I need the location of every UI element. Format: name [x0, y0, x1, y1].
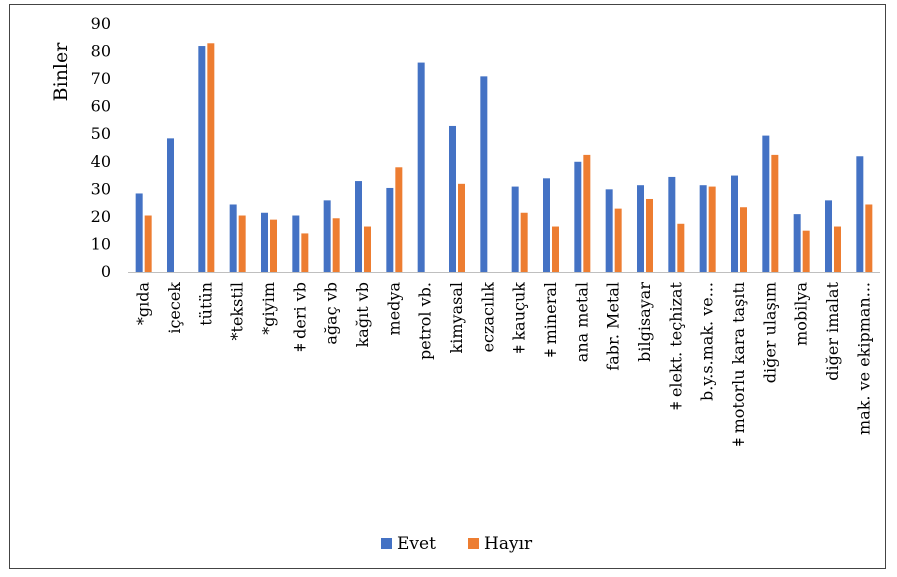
- x-tick-label: ǂ mineral: [541, 282, 560, 357]
- x-axis-labels: *gıda içecek tütün *tekstil *giyim ǂ deri vb a…: [134, 281, 874, 445]
- x-tick-label: içecek: [165, 282, 184, 334]
- bar-evet: [856, 156, 864, 272]
- bar-evet: [355, 181, 362, 272]
- bar-evet: [135, 193, 143, 272]
- y-tick-label: 60: [91, 97, 111, 116]
- bar-evet: [668, 176, 676, 272]
- bar-hayir: [270, 219, 277, 272]
- bar-evet: [731, 175, 738, 272]
- x-tick-label: diğer imalat: [823, 281, 842, 380]
- y-axis-ticks: 0 10 20 30 40 50 60 70 80 90: [91, 14, 111, 281]
- y-tick-label: 90: [91, 14, 111, 33]
- bar-hayir: [677, 223, 685, 272]
- x-tick-label: ǂ deri vb: [290, 282, 309, 351]
- bar-evet: [699, 185, 707, 272]
- x-tick-label: kağıt vb: [353, 282, 372, 347]
- y-tick-label: 40: [91, 152, 111, 171]
- x-tick-label: ǂ kauçuk: [510, 282, 529, 353]
- bar-hayir: [238, 215, 246, 272]
- x-tick-label: ǂ elekt. teçhizat: [666, 281, 685, 409]
- bar-evet: [825, 200, 832, 272]
- bar-evet: [511, 186, 519, 272]
- bar-evet: [417, 62, 425, 273]
- x-tick-label: kimyasal: [447, 282, 466, 353]
- x-tick-label: ǂ motorlu kara taşıtı: [729, 282, 748, 446]
- x-tick-label: b.y.s.mak. ve...: [698, 282, 717, 401]
- bar-evet: [198, 46, 206, 272]
- bar-evet: [543, 178, 550, 272]
- bar-hayir: [552, 226, 559, 272]
- bar-evet: [167, 138, 174, 272]
- legend-swatch: [468, 538, 479, 549]
- x-tick-label: *giyim: [259, 282, 278, 335]
- bar-evet: [637, 185, 644, 272]
- x-tick-label: ağaç vb: [322, 282, 341, 345]
- x-tick-label: tütün: [196, 282, 215, 326]
- bar-hayir: [144, 215, 152, 272]
- bar-evet: [292, 215, 300, 272]
- x-tick-label: mobilya: [792, 282, 811, 346]
- bars: [135, 43, 873, 273]
- y-tick-label: 20: [91, 207, 111, 226]
- bar-hayir: [520, 212, 528, 272]
- x-tick-label: fabr. Metal: [604, 282, 623, 371]
- bar-hayir: [395, 167, 403, 272]
- bar-evet: [261, 212, 268, 272]
- bar-hayir: [865, 204, 873, 272]
- bar-hayir: [771, 154, 779, 272]
- bar-evet: [449, 125, 456, 272]
- legend-label: Hayır: [484, 534, 533, 554]
- x-tick-label: mak. ve ekipman...: [854, 282, 873, 435]
- bar-hayir: [332, 218, 340, 272]
- chart-frame: [9, 4, 886, 569]
- bar-evet: [386, 187, 394, 272]
- x-tick-label: diğer ulaşım: [760, 282, 779, 383]
- legend: Evet Hayır: [381, 534, 533, 554]
- y-tick-label: 10: [91, 234, 111, 253]
- bar-hayir: [834, 226, 841, 272]
- bar-evet: [762, 135, 770, 272]
- bar-hayir: [646, 198, 653, 272]
- x-tick-label: eczacılık: [478, 282, 497, 353]
- legend-swatch: [381, 538, 392, 549]
- bar-evet: [793, 214, 801, 272]
- x-tick-label: ana metal: [572, 282, 591, 362]
- x-tick-label: *gıda: [134, 282, 153, 326]
- bar-hayir: [583, 154, 591, 272]
- bar-hayir: [207, 43, 215, 273]
- y-tick-label: 0: [101, 262, 111, 281]
- x-tick-label: medya: [384, 282, 403, 336]
- bar-hayir: [301, 233, 309, 272]
- y-tick-label: 70: [91, 69, 111, 88]
- x-tick-label: petrol vb.: [416, 282, 435, 360]
- y-tick-label: 50: [91, 124, 111, 143]
- y-tick-label: 80: [91, 42, 111, 61]
- bar-hayir: [802, 230, 810, 272]
- y-axis-label: Binler: [50, 42, 72, 102]
- bar-evet: [229, 204, 237, 272]
- y-tick-label: 30: [91, 179, 111, 198]
- x-tick-label: bilgisayar: [635, 282, 654, 362]
- bar-evet: [574, 161, 582, 272]
- bar-hayir: [458, 183, 465, 272]
- bar-hayir: [364, 226, 371, 272]
- x-tick-label: *tekstil: [228, 282, 247, 340]
- bar-evet: [480, 76, 488, 272]
- bar-hayir: [740, 207, 747, 272]
- bar-evet: [605, 189, 613, 272]
- bar-hayir: [614, 208, 622, 272]
- bar-evet: [323, 200, 331, 272]
- bar-hayir: [708, 186, 716, 272]
- legend-label: Evet: [397, 534, 436, 554]
